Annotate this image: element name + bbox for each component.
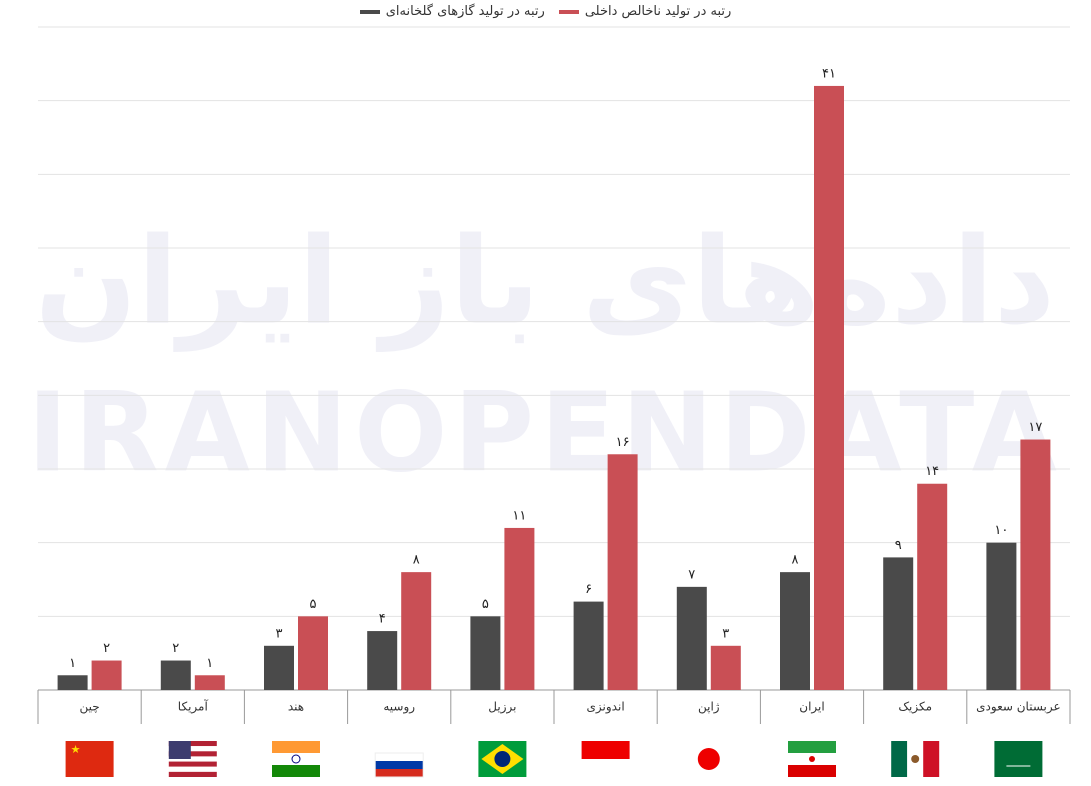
bar bbox=[917, 483, 948, 690]
x-tick-label: برزیل bbox=[488, 700, 516, 715]
flag bbox=[809, 756, 815, 762]
bar bbox=[780, 572, 810, 690]
data-label: ۱۷ bbox=[1028, 420, 1042, 435]
legend-item[interactable]: رتبه در تولید ناخالص داخلی bbox=[558, 4, 732, 19]
x-tick-label: ژاپن bbox=[698, 700, 720, 715]
flag bbox=[994, 741, 1043, 777]
flag bbox=[168, 761, 217, 767]
data-label: ۱۰ bbox=[994, 523, 1008, 538]
flag bbox=[375, 769, 424, 777]
data-label: ۴۱ bbox=[822, 66, 836, 81]
data-label: ۷ bbox=[688, 567, 695, 582]
flag bbox=[272, 753, 320, 765]
flag bbox=[788, 765, 836, 777]
bar bbox=[367, 631, 398, 690]
flag bbox=[168, 766, 217, 772]
data-label: ۱۶ bbox=[616, 435, 630, 450]
data-label: ۱ bbox=[206, 656, 213, 671]
flag bbox=[168, 756, 217, 762]
x-tick-label: اندونزی bbox=[587, 700, 625, 715]
data-label: ۲ bbox=[172, 641, 179, 656]
legend-swatch bbox=[558, 9, 579, 14]
watermark-fa: داده‌های باز ایران bbox=[35, 213, 1056, 352]
data-label: ۳ bbox=[722, 626, 729, 641]
data-label: ۴ bbox=[379, 612, 386, 627]
flag bbox=[581, 741, 630, 759]
flag-star: ★ bbox=[71, 743, 81, 756]
bar bbox=[57, 675, 88, 690]
legend-label: رتبه در تولید گازهای گلخانه‌ای bbox=[385, 4, 545, 19]
flag bbox=[272, 741, 320, 753]
flag bbox=[374, 752, 424, 778]
x-tick-label: چین bbox=[80, 700, 100, 715]
bar bbox=[883, 557, 914, 690]
data-label: ۱ bbox=[69, 656, 76, 671]
data-label: ۶ bbox=[585, 582, 592, 597]
bar bbox=[194, 675, 225, 690]
data-label: ۵ bbox=[310, 597, 317, 612]
flag bbox=[168, 751, 217, 757]
flag bbox=[697, 748, 720, 770]
flag bbox=[168, 771, 217, 777]
bar bbox=[264, 645, 294, 690]
data-label: ۲ bbox=[103, 641, 110, 656]
flag bbox=[375, 753, 424, 761]
legend-swatch bbox=[359, 9, 380, 14]
x-tick-label: ایران bbox=[799, 700, 824, 715]
bar bbox=[504, 527, 535, 690]
bar bbox=[676, 586, 707, 690]
bar bbox=[298, 616, 328, 690]
legend-label: رتبه در تولید ناخالص داخلی bbox=[584, 4, 732, 19]
flag bbox=[168, 741, 217, 747]
flag bbox=[494, 751, 511, 767]
flag bbox=[911, 755, 920, 763]
flag bbox=[788, 741, 836, 753]
bar bbox=[710, 645, 741, 690]
data-label: ۸ bbox=[792, 553, 799, 568]
bar bbox=[91, 660, 122, 690]
bar bbox=[401, 572, 432, 690]
bar bbox=[607, 454, 638, 690]
bar bbox=[573, 601, 604, 690]
data-label: ۵ bbox=[482, 597, 489, 612]
flag bbox=[891, 741, 908, 777]
legend-item[interactable]: رتبه در تولید گازهای گلخانه‌ای bbox=[359, 4, 545, 19]
data-label: ۹ bbox=[895, 538, 902, 553]
legend: رتبه در تولید ناخالص داخلی رتبه در تولید … bbox=[0, 4, 1091, 19]
x-tick-label: مکزیک bbox=[898, 700, 932, 715]
bar bbox=[470, 616, 501, 690]
flag bbox=[272, 765, 320, 777]
flag bbox=[923, 741, 940, 777]
data-label: ۳ bbox=[276, 626, 283, 641]
bar bbox=[1020, 439, 1051, 690]
data-label: ۱۴ bbox=[925, 464, 939, 479]
x-tick-label: روسیه bbox=[383, 700, 415, 715]
data-label: ۸ bbox=[413, 553, 420, 568]
x-tick-label: آمریکا bbox=[178, 699, 209, 715]
flag bbox=[168, 741, 191, 759]
flag bbox=[291, 754, 301, 764]
watermark-en: IRANOPENDATA bbox=[27, 368, 1063, 496]
bar bbox=[814, 85, 844, 690]
flag bbox=[375, 761, 424, 769]
flag bbox=[168, 746, 217, 752]
data-label: ۱۱ bbox=[512, 508, 526, 523]
bar bbox=[160, 660, 191, 690]
watermark: داده‌های باز ایران IRANOPENDATA bbox=[27, 213, 1063, 497]
x-tick-label: هند bbox=[288, 700, 304, 714]
x-tick-label: عربستان سعودی bbox=[976, 700, 1061, 715]
bar bbox=[986, 542, 1017, 690]
flag bbox=[65, 741, 114, 777]
